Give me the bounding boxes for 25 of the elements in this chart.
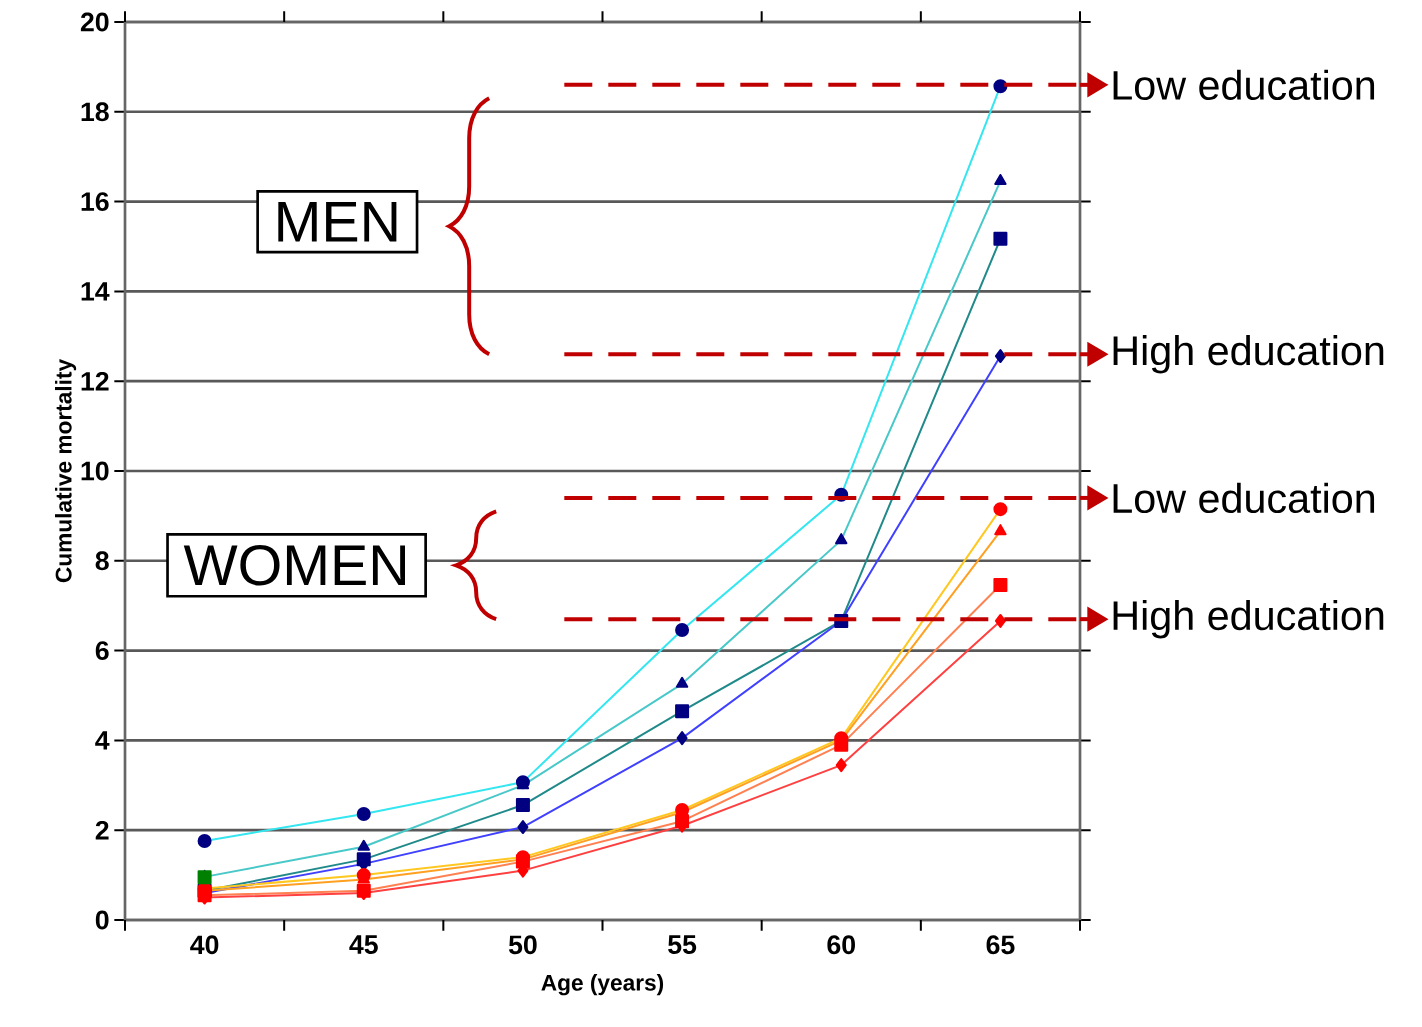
y-tick-label: 6	[95, 641, 109, 661]
x-tick-label: 55	[668, 935, 697, 954]
x-axis-title: Age (years)	[541, 974, 664, 996]
y-tick-label: 20	[80, 12, 109, 32]
x-tick-label: 45	[349, 935, 378, 954]
x-tick-label: 50	[508, 935, 537, 955]
y-tick-label: 18	[81, 102, 109, 122]
y-tick-label: 2	[95, 820, 109, 840]
y-tick-label: 0	[95, 910, 109, 930]
ref-line-label: High education	[1113, 599, 1384, 639]
annotation: WOMEN	[183, 544, 405, 586]
y-tick-label: 16	[81, 192, 109, 212]
y-tick-label: 14	[81, 282, 110, 301]
ref-line-label: Low education	[1113, 482, 1375, 514]
ref-line-label: Low education	[1113, 69, 1375, 101]
x-tick-label: 60	[827, 935, 855, 955]
annotation: MEN	[278, 202, 397, 242]
y-axis-title: Cumulative mortality	[55, 359, 77, 583]
ref-line-label: High education	[1113, 334, 1384, 374]
x-tick-label: 65	[986, 935, 1015, 955]
y-tick-label: 4	[95, 731, 110, 750]
y-tick-label: 10	[81, 461, 109, 481]
y-tick-label: 8	[95, 551, 109, 571]
y-tick-label: 12	[81, 371, 109, 391]
x-tick-label: 40	[190, 935, 219, 955]
